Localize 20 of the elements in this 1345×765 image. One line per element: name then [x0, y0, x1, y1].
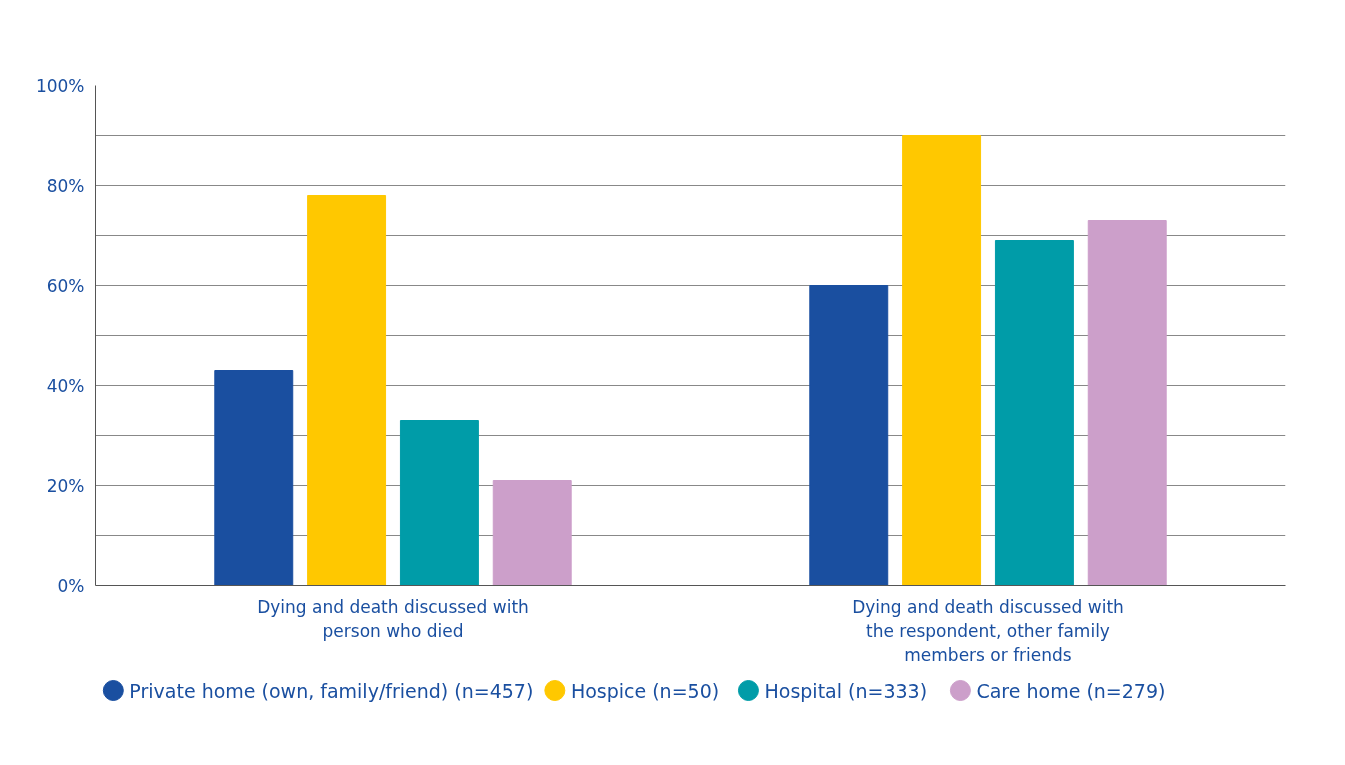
bar: [214, 370, 294, 586]
x-tick-label: Dying and death discussed with the respondent, other family members or friends: [852, 596, 1124, 665]
legend-label: Private home (own, family/friend) (n=457): [129, 679, 534, 702]
legend-label: Hospital (n=333): [764, 679, 928, 702]
bar: [809, 285, 889, 586]
bar: [399, 420, 479, 586]
legend-label: Care home (n=279): [976, 679, 1166, 702]
bar: [1087, 220, 1167, 586]
legend-label: Hospice (n=50): [570, 679, 720, 702]
x-tick-label: Dying and death discussed with person who died: [257, 596, 529, 641]
y-tick-label: 60%: [46, 275, 85, 296]
y-tick-label: 80%: [46, 175, 85, 196]
y-tick-label: 0%: [57, 575, 85, 596]
y-tick-label: 40%: [46, 375, 85, 396]
bar: [492, 480, 572, 586]
y-tick-label: 20%: [46, 475, 85, 496]
bar: [307, 195, 387, 586]
bar: [902, 135, 982, 586]
bar: [994, 240, 1074, 586]
y-tick-label: 100%: [35, 75, 85, 96]
